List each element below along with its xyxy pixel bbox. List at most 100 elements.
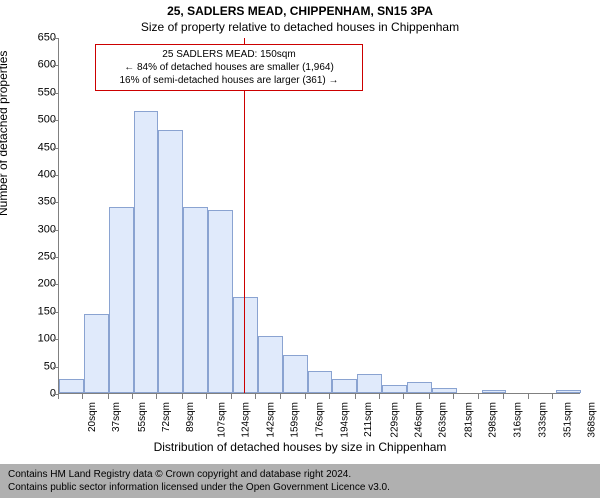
x-tick-mark (231, 394, 232, 399)
x-tick-mark (206, 394, 207, 399)
chart-title-address: 25, SADLERS MEAD, CHIPPENHAM, SN15 3PA (0, 4, 600, 18)
annotation-line: 16% of semi-detached houses are larger (… (102, 74, 356, 87)
histogram-bar (84, 314, 109, 393)
x-tick-mark (453, 394, 454, 399)
x-tick-mark (280, 394, 281, 399)
histogram-bar (432, 388, 457, 393)
x-tick-label: 281sqm (464, 402, 474, 438)
x-tick-label: 176sqm (315, 402, 325, 438)
x-tick-label: 211sqm (364, 402, 374, 437)
reference-line (244, 38, 245, 393)
y-tick-mark (53, 38, 58, 39)
y-tick-mark (53, 175, 58, 176)
chart-subtitle: Size of property relative to detached ho… (0, 20, 600, 34)
x-tick-mark (82, 394, 83, 399)
y-tick-mark (53, 367, 58, 368)
y-tick-mark (53, 312, 58, 313)
x-tick-label: 298sqm (488, 402, 498, 438)
x-tick-label: 368sqm (588, 402, 598, 438)
y-tick-label: 100 (0, 334, 56, 345)
y-tick-mark (53, 202, 58, 203)
y-tick-label: 650 (0, 33, 56, 44)
x-tick-label: 194sqm (341, 402, 351, 438)
x-tick-mark (132, 394, 133, 399)
x-tick-label: 37sqm (112, 402, 122, 432)
y-tick-mark (53, 284, 58, 285)
x-tick-label: 229sqm (390, 402, 400, 438)
y-tick-mark (53, 339, 58, 340)
y-tick-mark (53, 65, 58, 66)
y-tick-label: 450 (0, 142, 56, 153)
x-tick-mark (329, 394, 330, 399)
histogram-bar (233, 297, 258, 393)
histogram-bar (407, 382, 432, 393)
x-tick-mark (156, 394, 157, 399)
histogram-bar (183, 207, 208, 393)
reference-annotation: 25 SADLERS MEAD: 150sqm ← 84% of detache… (95, 44, 363, 91)
y-tick-label: 600 (0, 60, 56, 71)
x-tick-mark (552, 394, 553, 399)
y-tick-label: 350 (0, 197, 56, 208)
footer-line: Contains HM Land Registry data © Crown c… (8, 468, 592, 481)
histogram-bar (357, 374, 382, 393)
x-tick-label: 107sqm (217, 402, 227, 438)
x-tick-mark (528, 394, 529, 399)
y-tick-label: 250 (0, 252, 56, 263)
x-tick-mark (403, 394, 404, 399)
x-tick-mark (379, 394, 380, 399)
x-tick-label: 124sqm (241, 402, 251, 438)
histogram-bar (382, 385, 407, 393)
y-tick-mark (53, 93, 58, 94)
x-tick-label: 159sqm (291, 402, 301, 438)
x-tick-mark (58, 394, 59, 399)
x-tick-label: 20sqm (88, 402, 98, 432)
x-tick-label: 72sqm (162, 402, 172, 432)
x-tick-mark (503, 394, 504, 399)
x-tick-label: 263sqm (439, 402, 449, 438)
plot-area (58, 38, 580, 394)
x-tick-label: 333sqm (538, 402, 548, 438)
y-tick-label: 400 (0, 169, 56, 180)
y-tick-label: 50 (0, 361, 56, 372)
x-axis-label: Distribution of detached houses by size … (0, 440, 600, 454)
histogram-bar (308, 371, 333, 393)
y-tick-label: 0 (0, 389, 56, 400)
y-tick-mark (53, 257, 58, 258)
attribution-footer: Contains HM Land Registry data © Crown c… (0, 464, 600, 498)
x-tick-label: 351sqm (564, 402, 574, 438)
histogram-bar (158, 130, 183, 393)
x-tick-label: 316sqm (514, 402, 524, 438)
x-tick-mark (182, 394, 183, 399)
y-tick-label: 150 (0, 306, 56, 317)
y-tick-mark (53, 120, 58, 121)
histogram-bar (109, 207, 134, 393)
y-tick-mark (53, 230, 58, 231)
x-tick-mark (429, 394, 430, 399)
histogram-bar (134, 111, 159, 393)
footer-line: Contains public sector information licen… (8, 481, 592, 494)
x-tick-label: 246sqm (415, 402, 425, 438)
x-tick-mark (355, 394, 356, 399)
x-tick-mark (108, 394, 109, 399)
histogram-bar (59, 379, 84, 393)
y-tick-label: 300 (0, 224, 56, 235)
y-tick-label: 200 (0, 279, 56, 290)
histogram-bar (208, 210, 233, 393)
x-tick-mark (478, 394, 479, 399)
x-tick-mark (305, 394, 306, 399)
annotation-line: 25 SADLERS MEAD: 150sqm (102, 48, 356, 61)
y-tick-label: 500 (0, 115, 56, 126)
y-tick-label: 550 (0, 87, 56, 98)
y-axis-label: Number of detached properties (0, 51, 10, 216)
x-tick-label: 55sqm (138, 402, 148, 432)
x-tick-mark (255, 394, 256, 399)
y-tick-mark (53, 148, 58, 149)
property-size-histogram: 25, SADLERS MEAD, CHIPPENHAM, SN15 3PA S… (0, 0, 600, 500)
annotation-line: ← 84% of detached houses are smaller (1,… (102, 61, 356, 74)
histogram-bar (283, 355, 308, 393)
x-tick-label: 89sqm (186, 402, 196, 432)
histogram-bar (258, 336, 283, 394)
histogram-bar (332, 379, 357, 393)
histogram-bar (482, 390, 507, 393)
x-tick-label: 142sqm (267, 402, 277, 438)
